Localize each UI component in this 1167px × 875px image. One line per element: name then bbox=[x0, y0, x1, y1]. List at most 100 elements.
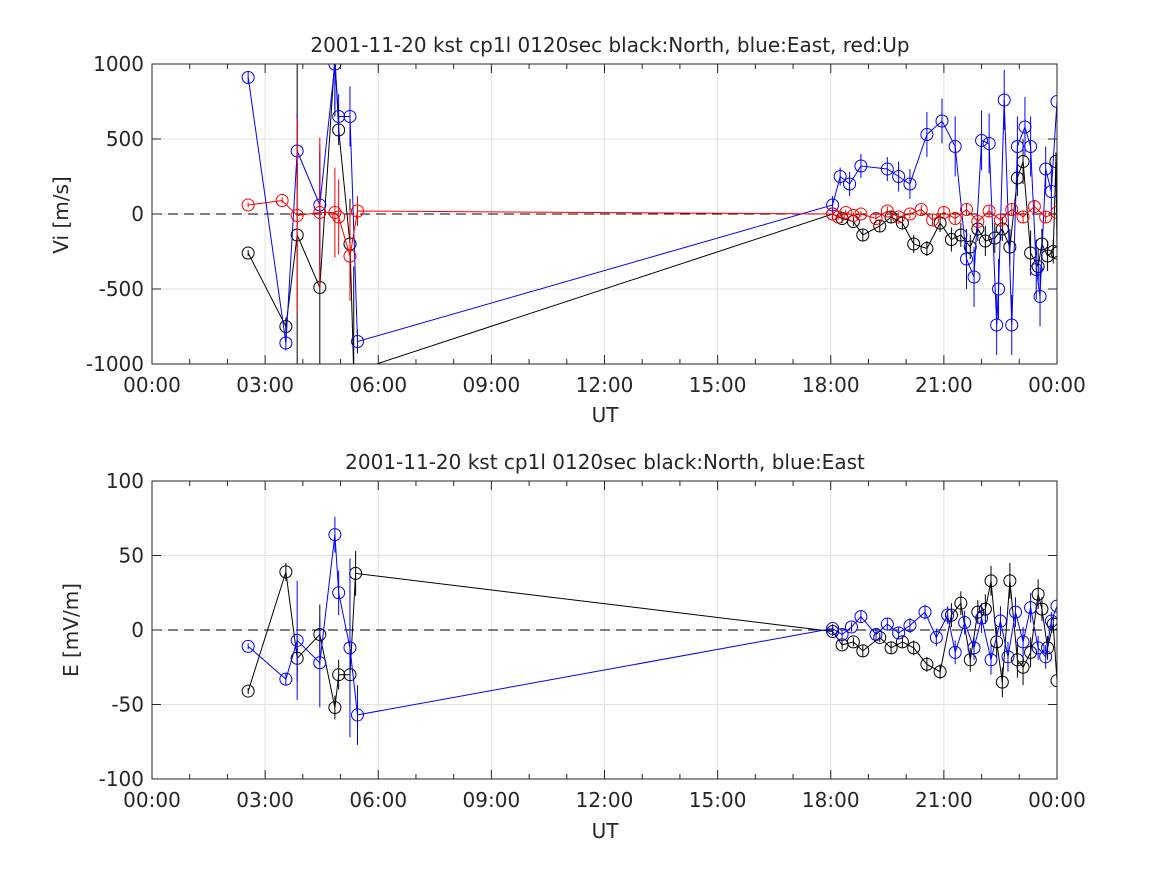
data-point bbox=[854, 159, 868, 173]
data-point bbox=[1016, 660, 1030, 674]
data-point bbox=[290, 633, 304, 647]
data-point bbox=[993, 614, 1007, 628]
data-point bbox=[869, 212, 883, 225]
y-axis-label: Vi [m/s] bbox=[49, 176, 73, 253]
data-point bbox=[1024, 601, 1038, 615]
data-point bbox=[328, 700, 342, 714]
data-point bbox=[1031, 260, 1045, 273]
data-point bbox=[880, 204, 894, 218]
data-point bbox=[903, 619, 917, 633]
y-tick-label: 0 bbox=[131, 618, 144, 642]
data-point bbox=[351, 708, 365, 722]
data-point bbox=[984, 574, 998, 588]
data-point bbox=[988, 231, 1002, 245]
data-point bbox=[960, 203, 973, 216]
data-point bbox=[846, 209, 860, 222]
data-point bbox=[1005, 318, 1019, 332]
data-point bbox=[313, 656, 327, 670]
y-tick-label: 50 bbox=[119, 544, 144, 568]
data-point bbox=[1039, 210, 1053, 224]
x-axis-label: UT bbox=[592, 819, 620, 843]
data-point bbox=[990, 318, 1004, 332]
data-point bbox=[833, 170, 847, 183]
data-point bbox=[279, 320, 293, 333]
data-point bbox=[869, 627, 883, 641]
plot-content bbox=[241, 64, 1057, 364]
data-point bbox=[978, 234, 992, 248]
data-point bbox=[892, 170, 906, 183]
data-point bbox=[328, 64, 342, 71]
x-tick-label: 00:00 bbox=[1028, 788, 1086, 812]
electric-field-panel: 2001-11-20 kst cp1l 0120sec black:North,… bbox=[59, 450, 1086, 843]
data-point bbox=[351, 204, 365, 218]
data-point bbox=[1027, 200, 1041, 213]
data-point bbox=[835, 627, 849, 641]
data-point bbox=[1009, 605, 1023, 619]
x-tick-label: 00:00 bbox=[123, 788, 181, 812]
data-point bbox=[907, 237, 921, 251]
data-point bbox=[1016, 635, 1030, 649]
data-point bbox=[992, 282, 1006, 296]
data-point bbox=[963, 653, 977, 667]
x-tick-label: 18:00 bbox=[802, 788, 860, 812]
x-tick-label: 21:00 bbox=[915, 788, 973, 812]
data-point bbox=[903, 177, 917, 191]
data-point bbox=[1044, 614, 1057, 628]
x-tick-label: 12:00 bbox=[576, 373, 634, 397]
x-tick-label: 12:00 bbox=[576, 788, 634, 812]
data-point bbox=[313, 206, 327, 219]
data-point bbox=[1003, 574, 1017, 588]
data-point bbox=[856, 644, 870, 658]
data-point bbox=[343, 641, 357, 655]
data-point bbox=[935, 114, 949, 128]
data-point bbox=[241, 71, 255, 84]
chart-title: 2001-11-20 kst cp1l 0120sec black:North,… bbox=[345, 450, 865, 474]
x-tick-label: 00:00 bbox=[1028, 373, 1086, 397]
data-point bbox=[1050, 599, 1057, 613]
x-axis-label: UT bbox=[592, 403, 620, 427]
data-point bbox=[948, 140, 962, 153]
data-point bbox=[941, 608, 955, 622]
data-point bbox=[1050, 95, 1057, 108]
x-tick-label: 03:00 bbox=[236, 373, 294, 397]
data-point bbox=[241, 246, 255, 260]
data-point bbox=[279, 565, 293, 579]
data-point bbox=[880, 617, 894, 631]
data-point bbox=[937, 206, 951, 219]
data-point bbox=[963, 240, 977, 254]
x-tick-label: 06:00 bbox=[349, 373, 407, 397]
data-point bbox=[967, 270, 981, 284]
data-point bbox=[948, 645, 962, 659]
data-point bbox=[967, 641, 981, 655]
data-point bbox=[907, 641, 921, 655]
y-tick-label: -50 bbox=[111, 693, 144, 717]
data-point bbox=[914, 203, 928, 216]
data-point bbox=[332, 586, 346, 600]
data-point bbox=[332, 210, 346, 224]
data-point bbox=[982, 137, 996, 150]
data-point bbox=[960, 252, 973, 266]
x-tick-label: 18:00 bbox=[802, 373, 860, 397]
data-point bbox=[1010, 140, 1024, 153]
y-tick-label: 1000 bbox=[93, 52, 144, 76]
data-point bbox=[1050, 674, 1057, 688]
data-point bbox=[975, 611, 989, 625]
data-point bbox=[826, 622, 840, 636]
data-point bbox=[1029, 263, 1043, 276]
data-point bbox=[1039, 162, 1053, 176]
plot-content bbox=[241, 516, 1057, 745]
x-tick-label: 06:00 bbox=[349, 788, 407, 812]
data-point bbox=[328, 206, 342, 219]
y-tick-label: -500 bbox=[99, 277, 144, 301]
data-point bbox=[903, 207, 917, 221]
x-tick-label: 03:00 bbox=[236, 788, 294, 812]
data-point bbox=[920, 657, 934, 671]
data-point bbox=[975, 134, 989, 147]
y-tick-label: -1000 bbox=[86, 352, 144, 376]
data-point bbox=[880, 162, 894, 176]
y-tick-label: 100 bbox=[106, 469, 144, 493]
data-point bbox=[944, 608, 958, 622]
data-point bbox=[984, 653, 998, 667]
data-point bbox=[241, 684, 255, 698]
